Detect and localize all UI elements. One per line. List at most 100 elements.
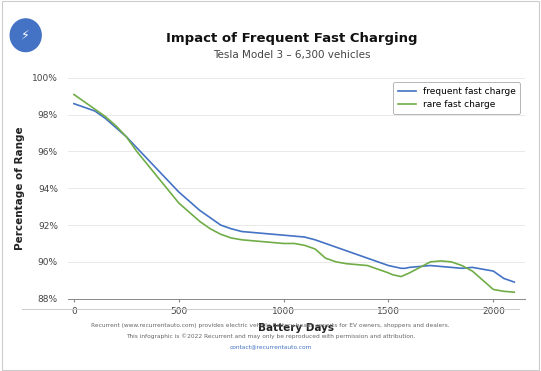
rare fast charge <box>344 262 350 266</box>
frequent fast charge <box>280 233 287 237</box>
frequent fast charge <box>196 208 203 213</box>
rare fast charge <box>312 247 318 251</box>
frequent fast charge <box>375 260 381 264</box>
frequent fast charge <box>186 199 193 203</box>
frequent fast charge <box>479 267 486 272</box>
frequent fast charge <box>270 232 276 236</box>
rare fast charge <box>333 260 339 264</box>
frequent fast charge <box>312 237 318 242</box>
Text: Recurrent (www.recurrentauto.com) provides electric vehicle battery health repor: Recurrent (www.recurrentauto.com) provid… <box>91 323 450 328</box>
frequent fast charge <box>390 264 396 269</box>
rare fast charge <box>406 271 413 275</box>
rare fast charge <box>469 269 476 273</box>
rare fast charge <box>186 210 193 214</box>
rare fast charge <box>427 260 434 264</box>
frequent fast charge <box>427 263 434 268</box>
frequent fast charge <box>333 245 339 249</box>
Text: contact@recurrentauto.com: contact@recurrentauto.com <box>229 344 312 349</box>
frequent fast charge <box>155 168 161 172</box>
rare fast charge <box>459 263 465 268</box>
frequent fast charge <box>511 280 518 284</box>
Text: Impact of Frequent Fast Charging: Impact of Frequent Fast Charging <box>167 32 418 46</box>
frequent fast charge <box>322 241 329 246</box>
frequent fast charge <box>144 157 150 161</box>
rare fast charge <box>165 188 171 192</box>
Text: ⚡: ⚡ <box>21 29 30 42</box>
frequent fast charge <box>175 190 182 194</box>
frequent fast charge <box>259 231 266 236</box>
Text: This infographic is ©2022 Recurrent and may only be reproduced with permission a: This infographic is ©2022 Recurrent and … <box>126 333 415 339</box>
rare fast charge <box>259 239 266 244</box>
frequent fast charge <box>228 227 234 231</box>
frequent fast charge <box>459 266 465 270</box>
frequent fast charge <box>71 101 77 106</box>
frequent fast charge <box>398 266 404 270</box>
rare fast charge <box>500 289 507 293</box>
rare fast charge <box>394 273 400 278</box>
frequent fast charge <box>354 252 360 257</box>
frequent fast charge <box>438 264 444 269</box>
rare fast charge <box>155 175 161 180</box>
rare fast charge <box>228 236 234 240</box>
rare fast charge <box>354 262 360 267</box>
frequent fast charge <box>123 135 130 139</box>
rare fast charge <box>364 263 371 268</box>
rare fast charge <box>207 227 214 231</box>
frequent fast charge <box>249 230 255 234</box>
rare fast charge <box>144 162 150 167</box>
rare fast charge <box>91 107 98 111</box>
frequent fast charge <box>301 235 308 239</box>
frequent fast charge <box>102 116 109 121</box>
Circle shape <box>10 19 41 52</box>
frequent fast charge <box>207 216 214 220</box>
frequent fast charge <box>469 265 476 270</box>
rare fast charge <box>134 149 140 154</box>
rare fast charge <box>398 274 404 279</box>
Y-axis label: Percentage of Range: Percentage of Range <box>15 127 25 250</box>
frequent fast charge <box>406 265 413 270</box>
rare fast charge <box>301 243 308 247</box>
rare fast charge <box>490 287 497 292</box>
rare fast charge <box>196 219 203 224</box>
rare fast charge <box>291 241 298 246</box>
rare fast charge <box>270 240 276 245</box>
frequent fast charge <box>91 109 98 113</box>
frequent fast charge <box>134 145 140 150</box>
frequent fast charge <box>217 223 224 227</box>
rare fast charge <box>511 290 518 295</box>
rare fast charge <box>438 259 444 263</box>
frequent fast charge <box>490 269 497 273</box>
rare fast charge <box>385 271 392 275</box>
frequent fast charge <box>344 249 350 253</box>
rare fast charge <box>123 135 130 139</box>
frequent fast charge <box>394 265 400 270</box>
frequent fast charge <box>291 234 298 238</box>
frequent fast charge <box>113 125 119 130</box>
frequent fast charge <box>239 229 245 234</box>
frequent fast charge <box>81 105 88 109</box>
Legend: frequent fast charge, rare fast charge: frequent fast charge, rare fast charge <box>393 82 520 114</box>
rare fast charge <box>217 232 224 236</box>
X-axis label: Battery Days: Battery Days <box>258 323 334 333</box>
rare fast charge <box>448 260 454 264</box>
rare fast charge <box>390 273 396 277</box>
frequent fast charge <box>500 276 507 280</box>
rare fast charge <box>175 201 182 205</box>
rare fast charge <box>375 267 381 272</box>
Line: rare fast charge: rare fast charge <box>74 95 514 292</box>
rare fast charge <box>81 99 88 104</box>
rare fast charge <box>239 237 245 242</box>
rare fast charge <box>417 265 423 270</box>
frequent fast charge <box>364 256 371 260</box>
rare fast charge <box>249 239 255 243</box>
rare fast charge <box>280 241 287 246</box>
frequent fast charge <box>385 263 392 268</box>
rare fast charge <box>102 114 109 119</box>
Text: Tesla Model 3 – 6,300 vehicles: Tesla Model 3 – 6,300 vehicles <box>213 50 371 59</box>
rare fast charge <box>479 278 486 282</box>
rare fast charge <box>71 92 77 97</box>
rare fast charge <box>113 124 119 128</box>
frequent fast charge <box>448 265 454 270</box>
frequent fast charge <box>417 264 423 269</box>
frequent fast charge <box>165 179 171 183</box>
